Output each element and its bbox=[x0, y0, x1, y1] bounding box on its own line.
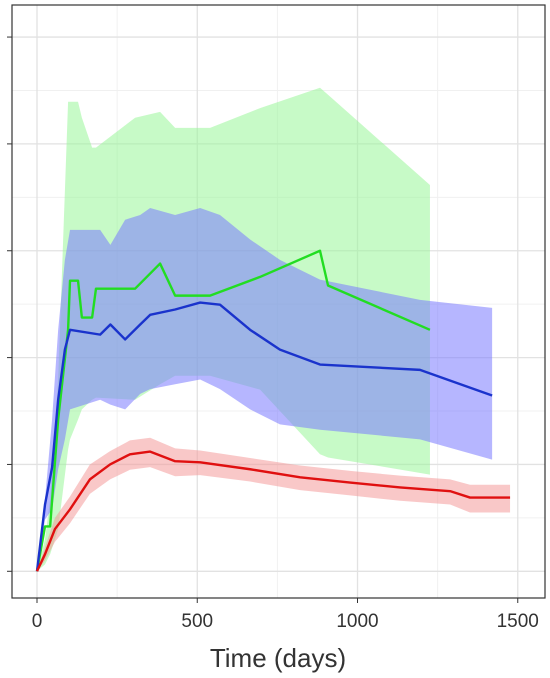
line bbox=[35, 249, 431, 572]
x-tick-label: 1500 bbox=[497, 611, 539, 632]
confidence-band bbox=[36, 437, 511, 572]
plot-border bbox=[11, 4, 546, 599]
x-tick-label: 500 bbox=[181, 611, 213, 632]
x-tick-label: 1000 bbox=[336, 611, 378, 632]
line bbox=[35, 301, 493, 572]
x-axis-label: Time (days) bbox=[210, 643, 346, 673]
x-tick-label: 0 bbox=[32, 611, 43, 632]
confidence-band bbox=[36, 208, 493, 572]
line bbox=[35, 450, 511, 572]
